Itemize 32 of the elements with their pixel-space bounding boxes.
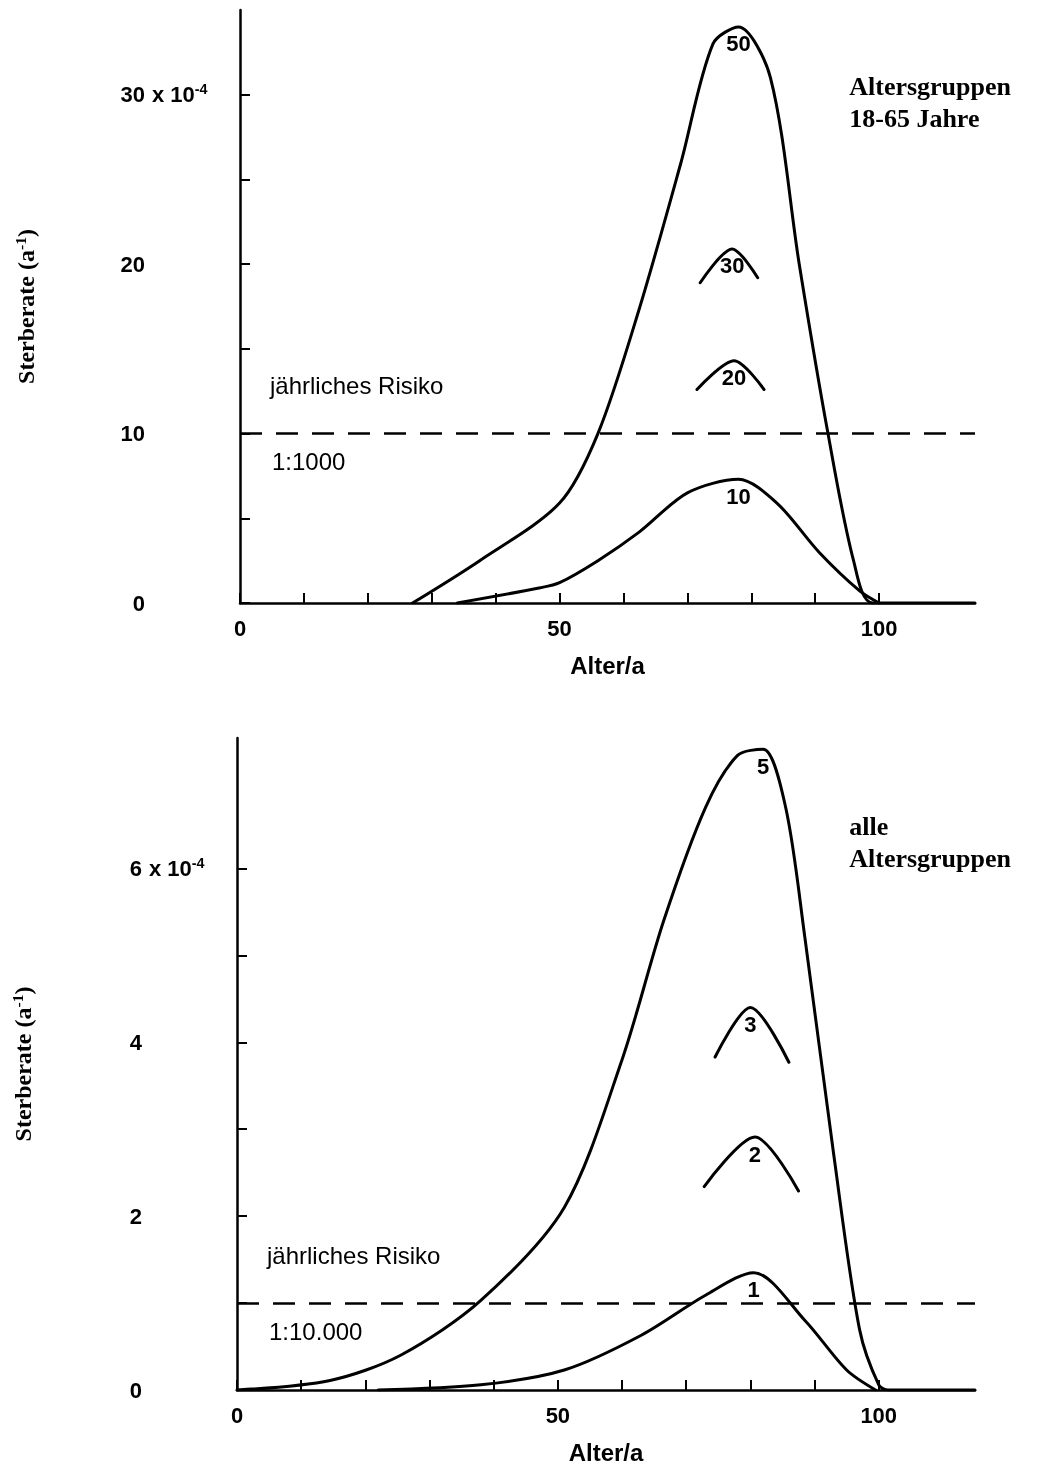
x-axis-title: Alter/a xyxy=(570,651,646,679)
annotation: alle Altersgruppen xyxy=(849,811,1012,873)
x-tick-label: 100 xyxy=(860,1402,898,1428)
x-tick-label: 50 xyxy=(547,615,572,641)
series-label: 5 xyxy=(757,753,770,779)
x-axis-title: Alter/a xyxy=(568,1438,644,1466)
series-label: 3 xyxy=(744,1011,757,1037)
y-tick-label: 2 xyxy=(129,1203,142,1229)
y-tick-label: 0 xyxy=(132,590,145,616)
annotation: jährliches Risiko xyxy=(269,372,444,400)
x-tick-label: 0 xyxy=(233,615,247,641)
y-axis-title: Sterberate (a-1) xyxy=(11,229,39,384)
y-tick-label: 10 xyxy=(120,421,145,447)
annotation: 1:1000 xyxy=(272,448,346,476)
series-label: 2 xyxy=(748,1141,762,1167)
annotation: jährliches Risiko xyxy=(266,1241,441,1269)
y-axis-title: Sterberate (a-1) xyxy=(8,986,36,1142)
y-tick-label: 6 xyxy=(129,855,142,881)
y-tick-label: 30 xyxy=(120,82,145,108)
series-label: 10 xyxy=(726,483,751,509)
series-label: 1 xyxy=(747,1277,760,1303)
x-tick-label: 50 xyxy=(545,1402,571,1428)
x-tick-label: 0 xyxy=(230,1402,244,1428)
series-label: 50 xyxy=(726,31,751,57)
series-label: 20 xyxy=(721,365,747,391)
series-label: 30 xyxy=(719,253,745,279)
x-tick-label: 100 xyxy=(860,615,898,641)
y-tick-label: 4 xyxy=(129,1029,143,1055)
y-tick-label: 20 xyxy=(120,251,145,277)
annotation: 1:10.000 xyxy=(269,1317,363,1345)
y-tick-label: 0 xyxy=(129,1377,142,1403)
annotation: Altersgruppen 18-65 Jahre xyxy=(849,71,1012,133)
